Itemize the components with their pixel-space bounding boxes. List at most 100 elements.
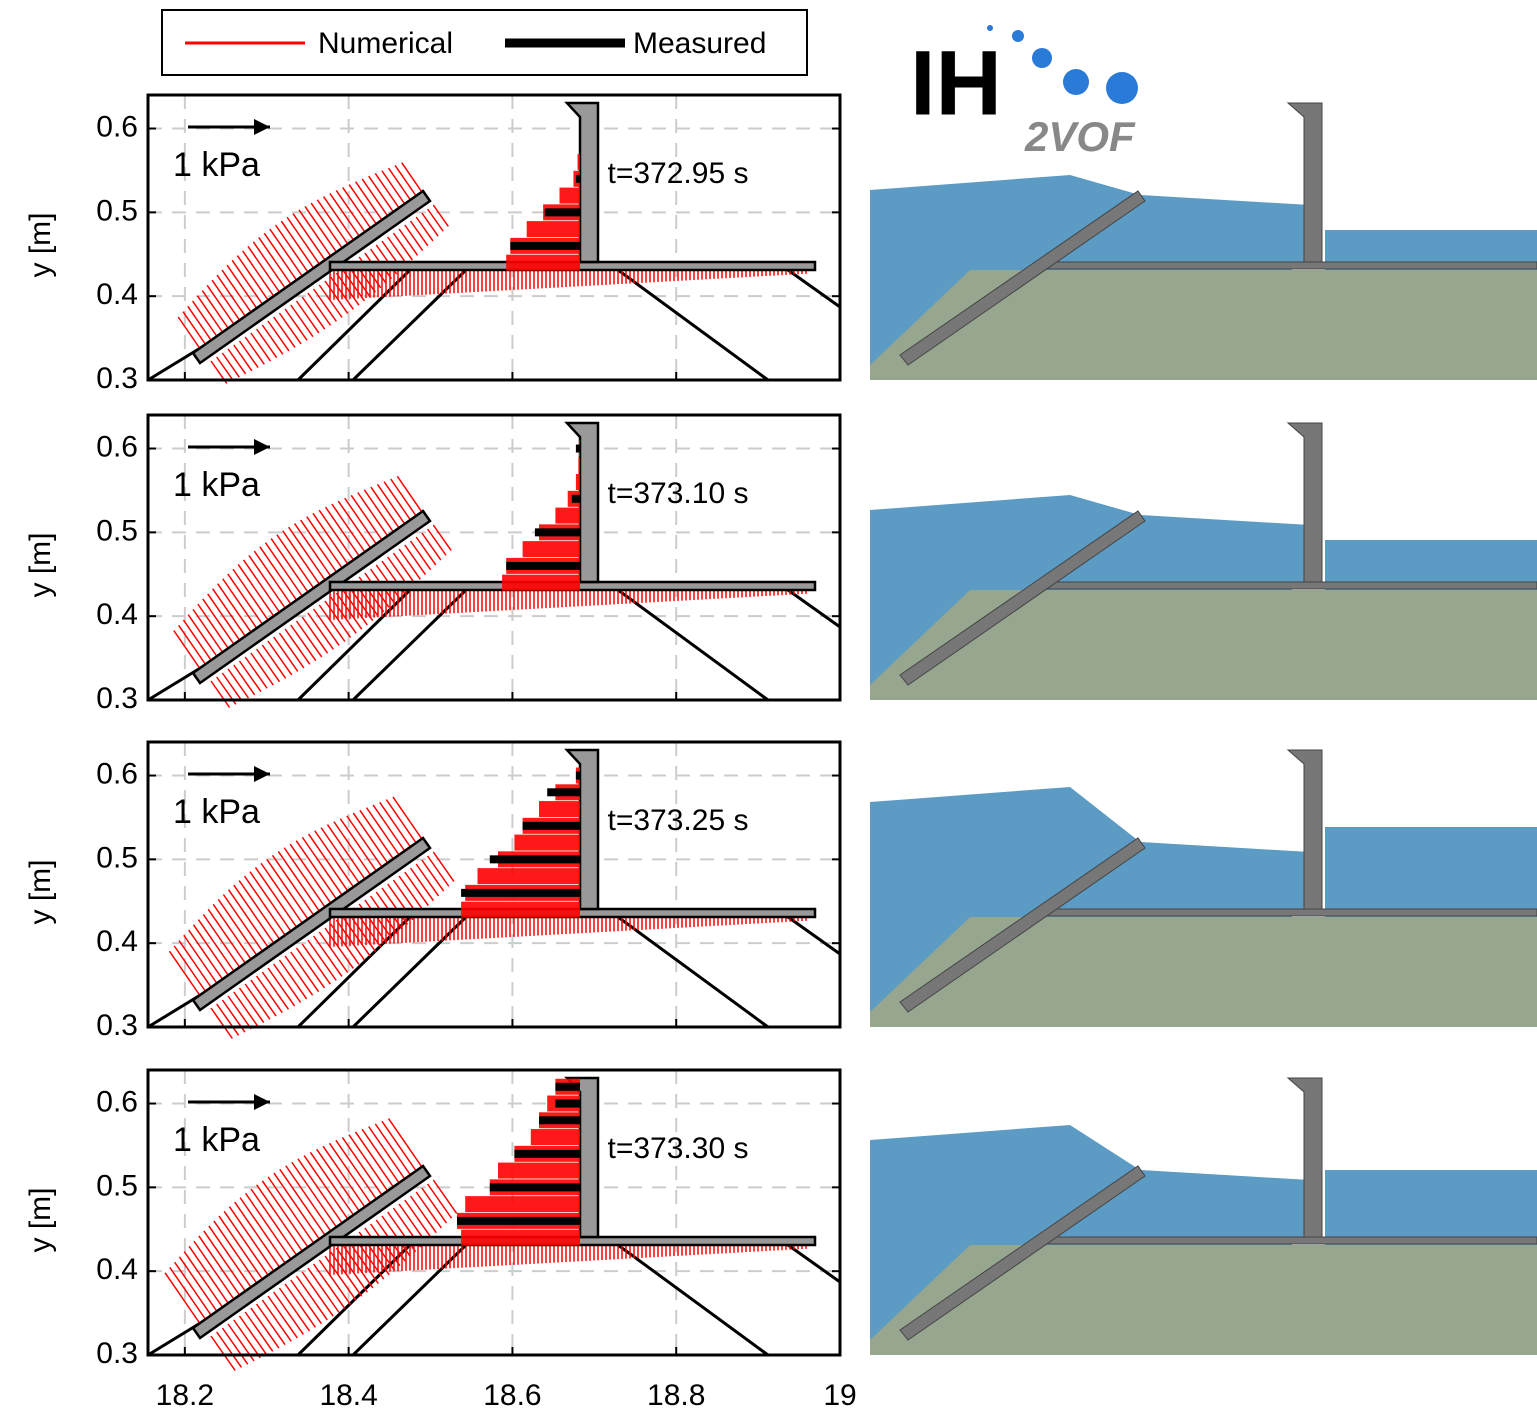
measured-pressure [539, 1116, 580, 1124]
slope-hatch [289, 527, 329, 585]
measured-pressure [506, 562, 580, 570]
slope-hatch [336, 1140, 380, 1204]
slope-hatch [207, 285, 237, 329]
slope-hatch [433, 852, 454, 881]
slope-hatch [351, 495, 385, 545]
logo-dot [1063, 69, 1089, 95]
slope-hatch [222, 673, 242, 701]
slope-hatch [315, 831, 357, 892]
slope-hatch [273, 855, 317, 920]
support-line [788, 270, 840, 307]
slope-hatch [340, 819, 379, 876]
y-tick-label: 0.3 [96, 362, 138, 395]
numerical-pressure [555, 508, 580, 524]
slope-hatch [251, 333, 271, 361]
figure: IH 2VOF NumericalMeasured0.30.40.50.6y [… [0, 0, 1537, 1417]
slope-hatch [261, 863, 306, 928]
slope-hatch [198, 604, 232, 653]
numerical-pressure [560, 188, 581, 204]
slope-hatch [388, 237, 407, 265]
slope-hatch [245, 1312, 273, 1351]
scale-label: 1 kPa [173, 146, 260, 184]
seabed [870, 590, 1537, 700]
y-tick-label: 0.4 [96, 925, 138, 958]
slope-hatch [399, 549, 420, 579]
y-tick-label: 0.5 [96, 514, 138, 547]
scale-arrow-head [254, 1094, 270, 1110]
scale-arrow-head [254, 439, 270, 455]
slope-hatch [228, 349, 245, 374]
panel: 0.30.40.50.6y [m]1 kPat=373.10 s [24, 415, 840, 715]
slope-hatch [311, 203, 345, 253]
logo-dot [1106, 72, 1138, 104]
slope-hatch [234, 665, 255, 695]
slope-hatch [169, 951, 203, 1000]
slope-hatch [257, 1304, 285, 1345]
slope-hatch [193, 925, 231, 980]
slope-hatch [240, 661, 261, 692]
slope-hatch [336, 190, 368, 237]
slope-hatch [358, 492, 391, 541]
slope-hatch [203, 599, 237, 649]
numerical-pressure [461, 1230, 580, 1246]
sim-deck [1045, 909, 1537, 916]
slope-hatch [174, 946, 208, 996]
measured-pressure [576, 772, 580, 780]
slope-hatch [317, 200, 351, 249]
logo-main: IH [910, 32, 1002, 134]
slope-hatch [217, 357, 233, 380]
measured-pressure [576, 175, 580, 183]
measured-pressure [514, 1150, 580, 1158]
slope-hatch [279, 960, 306, 999]
slope-hatch [369, 176, 397, 217]
y-tick-label: 0.3 [96, 1337, 138, 1370]
slope-hatch [422, 213, 438, 236]
slope-hatch [422, 533, 441, 560]
slope-hatch [371, 487, 403, 533]
scale-arrow-head [254, 119, 270, 135]
slope-hatch [209, 1226, 254, 1292]
y-tick-label: 0.4 [96, 1253, 138, 1286]
slope-hatch [399, 229, 417, 255]
slope-hatch [194, 1241, 237, 1304]
slope-hatch [297, 1276, 328, 1320]
y-axis-label: y [m] [24, 213, 57, 278]
slope-hatch [251, 1308, 279, 1348]
water-lee [1325, 827, 1537, 917]
slope-hatch [240, 1316, 267, 1355]
slope-hatch [349, 185, 380, 229]
numerical-pressure [539, 801, 580, 817]
slope-hatch [218, 899, 260, 960]
sim-deck [1045, 1237, 1537, 1244]
slope-hatch [433, 205, 448, 226]
slope-hatch [433, 525, 451, 550]
slope-hatch [265, 543, 305, 601]
slope-hatch [356, 182, 386, 225]
slope-hatch [277, 535, 317, 593]
slope-hatch [309, 834, 352, 896]
slope-hatch [428, 856, 449, 886]
y-axis-label: y [m] [24, 1188, 57, 1253]
slope-hatch [285, 1284, 315, 1327]
measured-pressure [535, 528, 580, 536]
y-tick-label: 0.5 [96, 841, 138, 874]
slope-hatch [305, 206, 340, 257]
y-axis-label: y [m] [24, 860, 57, 925]
slope-hatch [248, 246, 283, 297]
y-tick-label: 0.5 [96, 1169, 138, 1202]
numerical-pressure [478, 868, 581, 884]
y-tick-label: 0.3 [96, 682, 138, 715]
numerical-pressure [514, 835, 580, 851]
numerical-pressure [502, 575, 580, 591]
scale-arrow-head [254, 766, 270, 782]
slope-hatch [302, 837, 345, 900]
measured-pressure [490, 1183, 580, 1191]
support-line [788, 590, 840, 627]
sim-deck [1045, 582, 1537, 589]
numerical-pressure [461, 902, 580, 918]
sim-deck [1045, 262, 1537, 269]
seabed [870, 270, 1537, 380]
slope-hatch [268, 321, 289, 351]
time-label: t=373.25 s [608, 804, 749, 837]
